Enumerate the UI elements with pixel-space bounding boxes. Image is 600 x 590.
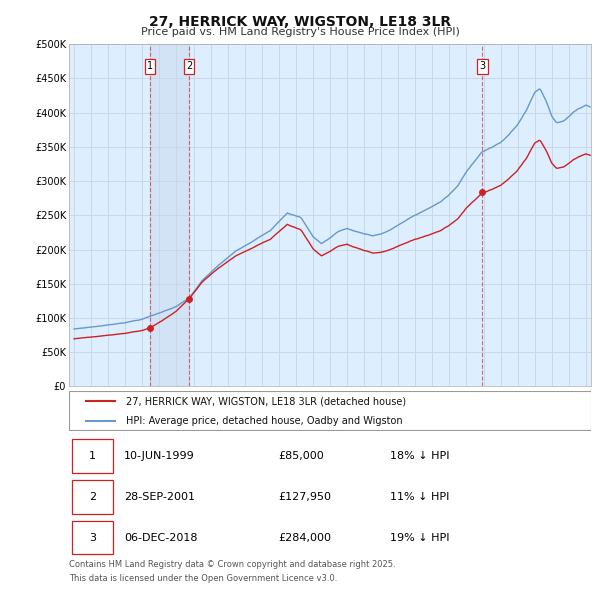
Text: 18% ↓ HPI: 18% ↓ HPI — [390, 451, 449, 461]
Text: 28-SEP-2001: 28-SEP-2001 — [124, 492, 195, 502]
Text: 2: 2 — [186, 61, 192, 71]
FancyBboxPatch shape — [69, 391, 591, 430]
Text: 06-DEC-2018: 06-DEC-2018 — [124, 533, 197, 543]
Text: 27, HERRICK WAY, WIGSTON, LE18 3LR: 27, HERRICK WAY, WIGSTON, LE18 3LR — [149, 15, 451, 29]
Text: Contains HM Land Registry data © Crown copyright and database right 2025.: Contains HM Land Registry data © Crown c… — [69, 560, 395, 569]
Text: This data is licensed under the Open Government Licence v3.0.: This data is licensed under the Open Gov… — [69, 574, 337, 584]
Text: 3: 3 — [89, 533, 96, 543]
Text: 27, HERRICK WAY, WIGSTON, LE18 3LR (detached house): 27, HERRICK WAY, WIGSTON, LE18 3LR (deta… — [127, 396, 407, 407]
Text: 11% ↓ HPI: 11% ↓ HPI — [390, 492, 449, 502]
Text: 2: 2 — [89, 492, 96, 502]
Bar — [150, 44, 189, 386]
Text: £127,950: £127,950 — [278, 492, 331, 502]
Text: 1: 1 — [89, 451, 96, 461]
Text: £85,000: £85,000 — [278, 451, 323, 461]
Text: 19% ↓ HPI: 19% ↓ HPI — [390, 533, 449, 543]
FancyBboxPatch shape — [71, 521, 113, 555]
FancyBboxPatch shape — [71, 439, 113, 473]
Text: £284,000: £284,000 — [278, 533, 331, 543]
FancyBboxPatch shape — [71, 480, 113, 513]
Text: Price paid vs. HM Land Registry's House Price Index (HPI): Price paid vs. HM Land Registry's House … — [140, 27, 460, 37]
Text: 1: 1 — [147, 61, 153, 71]
Text: 3: 3 — [479, 61, 485, 71]
Text: 10-JUN-1999: 10-JUN-1999 — [124, 451, 194, 461]
Text: HPI: Average price, detached house, Oadby and Wigston: HPI: Average price, detached house, Oadb… — [127, 416, 403, 425]
